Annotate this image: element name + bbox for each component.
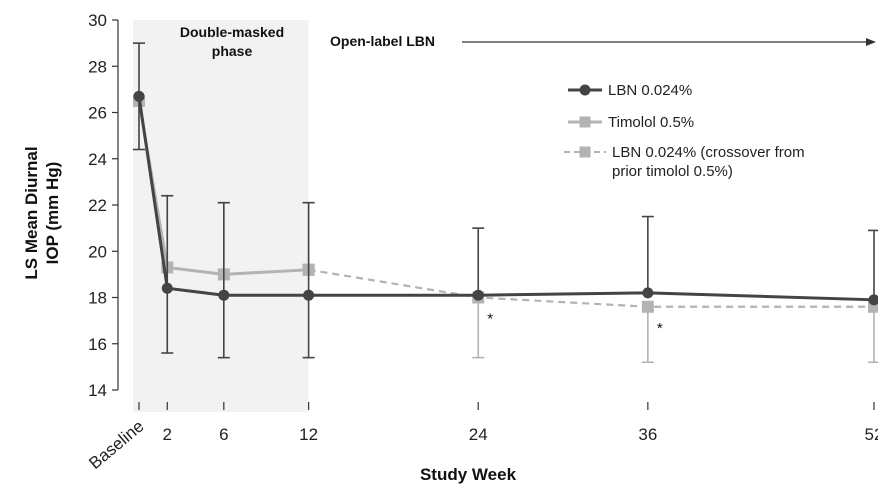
data-point <box>868 294 878 306</box>
legend-item-crossover: LBN 0.024% (crossover from prior timolol… <box>564 144 805 180</box>
annotation-layer: ** <box>487 311 663 337</box>
x-tick-label: 12 <box>299 425 318 444</box>
y-tick-label: 20 <box>88 242 107 261</box>
significance-marker: * <box>657 320 663 337</box>
x-axis-title: Study Week <box>420 465 517 484</box>
y-tick-label: 14 <box>88 381 107 400</box>
data-point <box>868 300 878 313</box>
x-tick-label: 24 <box>469 425 488 444</box>
data-point <box>218 289 230 301</box>
x-tick-label: 36 <box>638 425 657 444</box>
legend-item-timolol: Timolol 0.5% <box>568 114 694 131</box>
series-line <box>308 268 874 308</box>
phase-label-open-label: Open-label LBN <box>330 33 435 49</box>
y-tick-label: 30 <box>88 11 107 30</box>
y-tick-label: 22 <box>88 196 107 215</box>
series-0 <box>133 42 878 359</box>
x-axis: Baseline 2 6 12 24 36 52 <box>85 402 878 473</box>
y-tick-label: 28 <box>88 57 107 76</box>
series-layer <box>133 42 878 364</box>
data-point <box>303 289 315 301</box>
data-point <box>133 90 145 102</box>
legend: LBN 0.024% Timolol 0.5% LBN 0.024% (cros… <box>564 82 805 180</box>
y-tick-label: 16 <box>88 335 107 354</box>
double-masked-phase-band <box>133 20 309 412</box>
legend-label-lbn: LBN 0.024% <box>608 82 692 99</box>
x-tick-label: 6 <box>219 425 228 444</box>
y-tick-label: 24 <box>88 150 107 169</box>
y-axis-title-line1: LS Mean Diurnal <box>22 146 41 279</box>
legend-label-crossover-line2: prior timolol 0.5%) <box>612 163 733 180</box>
x-tick-label: 2 <box>163 425 172 444</box>
legend-label-crossover-line1: LBN 0.024% (crossover from <box>612 144 805 161</box>
legend-item-lbn: LBN 0.024% <box>568 82 692 99</box>
y-tick-label: 26 <box>88 104 107 123</box>
y-axis-title-line2: IOP (mm Hg) <box>43 162 62 265</box>
y-axis: 14 16 18 20 22 24 26 28 30 <box>88 11 119 400</box>
open-label-arrow <box>462 38 876 46</box>
data-point <box>641 300 654 313</box>
x-tick-label: 52 <box>865 425 878 444</box>
data-point <box>642 287 654 299</box>
phase-label-double-masked-line2: phase <box>212 43 253 59</box>
series-2 <box>302 263 878 364</box>
x-tick-label: Baseline <box>85 417 147 473</box>
legend-label-timolol: Timolol 0.5% <box>608 114 694 131</box>
significance-marker: * <box>487 311 493 328</box>
y-tick-label: 18 <box>88 289 107 308</box>
phase-label-double-masked-line1: Double-masked <box>180 24 284 40</box>
data-point <box>472 289 484 301</box>
data-point <box>161 282 173 294</box>
